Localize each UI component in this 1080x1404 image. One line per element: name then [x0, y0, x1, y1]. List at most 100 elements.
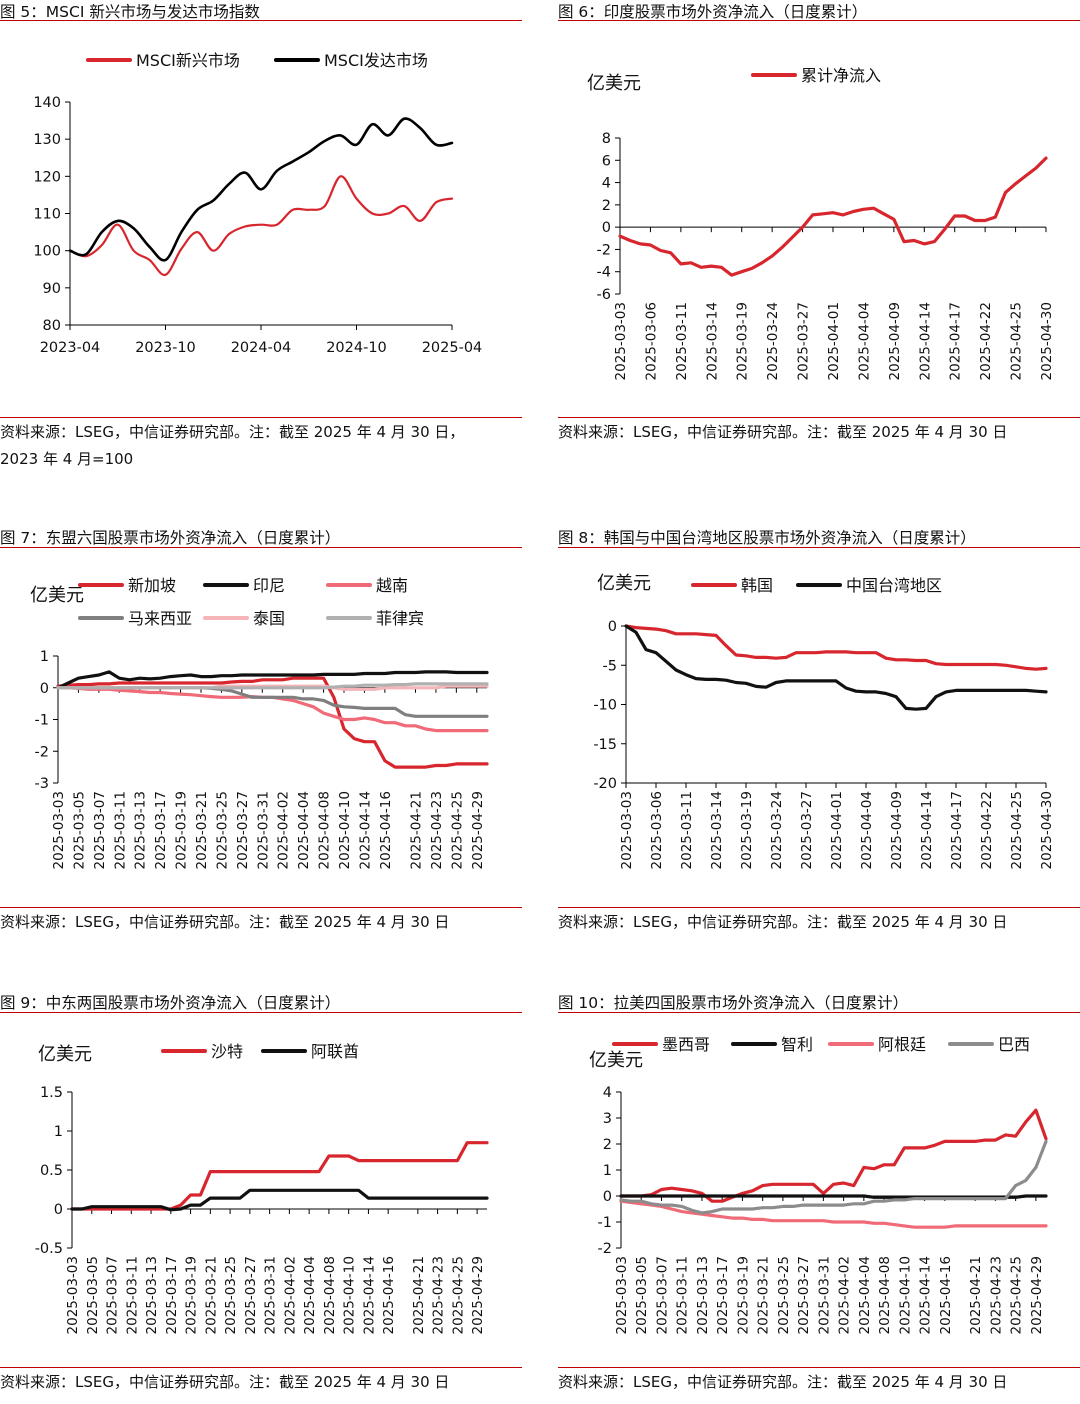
legend-label: 沙特 — [211, 1042, 243, 1061]
x-tick-label: 2025-03-07 — [92, 791, 108, 869]
legend-label: 印尼 — [253, 576, 285, 595]
x-tick-label: 2025-04-25 — [1009, 1256, 1025, 1334]
x-tick-label: 2025-04-14 — [918, 1256, 934, 1334]
x-tick-label: 2025-03-05 — [71, 791, 87, 869]
x-tick-label: 2025-03-11 — [124, 1256, 140, 1334]
source-note: 资料来源：LSEG，中信证券研究部。注：截至 2025 年 4 月 30 日 — [0, 913, 450, 931]
y-axis-unit: 亿美元 — [30, 585, 84, 606]
x-tick-label: 2025-04-14 — [361, 1256, 377, 1334]
legend-label: 阿联酋 — [311, 1042, 359, 1061]
x-tick-label: 2025-03-19 — [184, 1256, 200, 1334]
x-tick-label: 2025-04-25 — [1009, 791, 1025, 869]
x-tick-label: 2025-03-25 — [776, 1256, 792, 1334]
y-tick-label: -1 — [598, 1215, 612, 1231]
series-line-1 — [70, 1141, 489, 1211]
x-tick-label: 2025-03-13 — [144, 1256, 160, 1334]
x-tick-label: 2025-04-29 — [1029, 1256, 1045, 1334]
legend-label: MSCI发达市场 — [324, 51, 428, 70]
y-tick-label: 0 — [602, 220, 611, 236]
y-tick-label: 80 — [43, 318, 61, 334]
x-tick-label: 2025-04-09 — [889, 791, 905, 869]
y-tick-label: -2 — [598, 1241, 612, 1257]
x-tick-label: 2023-10 — [135, 340, 196, 356]
y-tick-label: -4 — [597, 265, 611, 281]
x-tick-label: 2025-03-03 — [51, 791, 67, 869]
source-note: 资料来源：LSEG，中信证券研究部。注：截至 2025 年 4 月 30 日 — [0, 1373, 450, 1391]
x-tick-label: 2025-03-31 — [255, 791, 271, 869]
y-tick-label: 90 — [43, 281, 61, 297]
y-tick-label: 0 — [40, 681, 49, 697]
x-tick-label: 2025-04-23 — [431, 1256, 447, 1334]
x-tick-label: 2025-04-04 — [856, 302, 872, 380]
x-tick-label: 2025-03-19 — [174, 791, 190, 869]
legend-label: 菲律宾 — [376, 609, 424, 628]
chart-india-inflow: -6 -4 -2 0 2 4 6 8 2025-03-03 2025-03-06 2025-03-1… — [587, 66, 1055, 380]
figure-title: 图 10：拉美四国股票市场外资净流入（日度累计） — [558, 994, 909, 1012]
figure-title: 图 7：东盟六国股票市场外资净流入（日度累计） — [0, 529, 341, 547]
x-tick-label: 2025-04-29 — [470, 791, 486, 869]
x-tick-label: 2025-04-21 — [409, 791, 425, 869]
x-tick-label: 2025-04-17 — [949, 791, 965, 869]
legend-label: 智利 — [781, 1035, 813, 1054]
y-tick-label: -1 — [35, 713, 49, 729]
x-tick-label: 2025-03-17 — [153, 791, 169, 869]
series-line-3 — [56, 686, 489, 733]
y-tick-label: -2 — [597, 242, 611, 258]
x-tick-label: 2025-03-21 — [756, 1256, 772, 1334]
x-tick-label: 2025-03-19 — [735, 1256, 751, 1334]
figure-8: 图 8：韩国与中国台湾地区股票市场外资净流入（日度累计） -20 -15 -10 -5… — [558, 526, 1080, 940]
legend-label: 韩国 — [741, 576, 773, 595]
series-line-1 — [624, 624, 1048, 671]
x-tick-label: 2025-04-08 — [877, 1256, 893, 1334]
x-tick-label: 2025-03-27 — [796, 302, 812, 380]
x-tick-label: 2025-03-19 — [735, 302, 751, 380]
figure-9: 图 9：中东两国股票市场外资净流入（日度累计） -0.5 0 0.5 1 1.5 2025… — [0, 991, 522, 1404]
series-line-1 — [68, 175, 454, 276]
y-tick-label: 0 — [54, 1202, 63, 1218]
source-rule — [558, 417, 1080, 418]
figure-6: 图 6：印度股票市场外资净流入（日度累计） -6 -4 -2 0 2 4 6 8 2025-03… — [558, 0, 1080, 470]
y-axis-unit: 亿美元 — [38, 1044, 92, 1065]
x-tick-label: 2025-04-02 — [837, 1256, 853, 1334]
x-tick-label: 2025-04-08 — [317, 791, 333, 869]
series-line-1 — [618, 156, 1048, 277]
x-tick-label: 2025-03-06 — [649, 791, 665, 869]
x-tick-label: 2025-04-04 — [857, 1256, 873, 1334]
x-tick-label: 2025-03-11 — [675, 1256, 691, 1334]
x-tick-label: 2025-04-29 — [470, 1256, 486, 1334]
y-tick-label: -6 — [597, 287, 611, 303]
y-axis-unit: 亿美元 — [589, 1050, 643, 1071]
x-tick-label: 2025-04-16 — [938, 1256, 954, 1334]
y-tick-label: 1 — [54, 1124, 63, 1140]
x-tick-label: 2025-03-27 — [243, 1256, 259, 1334]
y-tick-label: 100 — [33, 244, 61, 260]
x-tick-label: 2025-03-17 — [164, 1256, 180, 1334]
x-tick-label: 2025-03-11 — [112, 791, 128, 869]
x-tick-label: 2025-03-21 — [203, 1256, 219, 1334]
x-tick-label: 2025-03-13 — [695, 1256, 711, 1334]
y-tick-label: 1 — [603, 1163, 612, 1179]
chart-korea-taiwan-inflow: -20 -15 -10 -5 0 2025-03-03 2025-03-06 2025-03-… — [593, 573, 1055, 869]
x-tick-label: 2025-03-27 — [796, 1256, 812, 1334]
y-tick-label: -10 — [593, 698, 617, 714]
series-line-1 — [56, 676, 489, 769]
series-line-3 — [619, 1199, 1048, 1229]
x-tick-label: 2025-03-24 — [769, 791, 785, 869]
y-tick-label: 2 — [603, 1137, 612, 1153]
legend-label: 墨西哥 — [662, 1035, 710, 1054]
x-tick-label: 2025-03-25 — [223, 1256, 239, 1334]
series-line-6 — [56, 682, 489, 690]
source-rule — [0, 417, 522, 418]
x-tick-label: 2025-04-04 — [296, 791, 312, 869]
series-line-2 — [70, 1188, 489, 1212]
x-tick-label: 2023-04 — [40, 340, 101, 356]
x-tick-label: 2025-03-05 — [634, 1256, 650, 1334]
x-tick-label: 2025-03-31 — [263, 1256, 279, 1334]
y-tick-label: 140 — [33, 95, 61, 111]
x-tick-label: 2025-04-09 — [887, 302, 903, 380]
y-tick-label: 120 — [33, 169, 61, 185]
x-tick-label: 2025-03-24 — [765, 302, 781, 380]
source-note: 资料来源：LSEG，中信证券研究部。注：截至 2025 年 4 月 30 日， — [0, 423, 465, 441]
y-tick-label: 0 — [608, 619, 617, 635]
y-tick-label: 4 — [603, 1085, 612, 1101]
